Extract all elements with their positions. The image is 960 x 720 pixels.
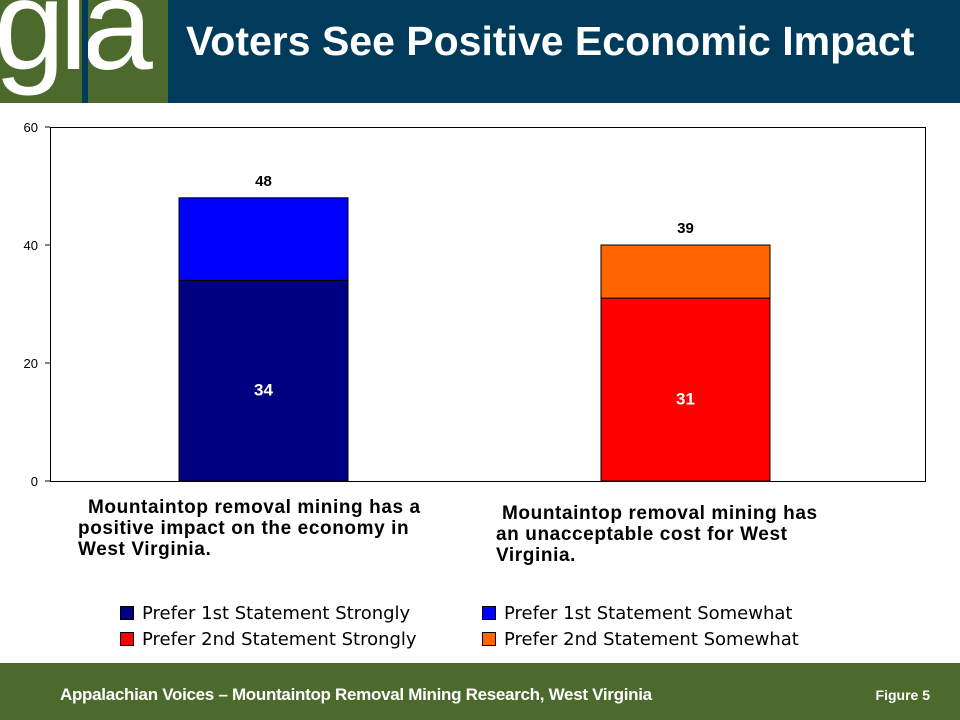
legend-label: Prefer 1st Statement Strongly [142,603,411,624]
bar-segment [178,197,349,281]
page-title: Voters See Positive Economic Impact [186,18,915,64]
legend-label: Prefer 1st Statement Somewhat [504,603,793,624]
y-tick-label: 60 [24,120,38,135]
y-tick-label: 40 [24,238,38,253]
total-label: 48 [255,173,272,190]
legend-label: Prefer 2nd Statement Somewhat [504,629,799,650]
legend-item-2nd-somewhat: Prefer 2nd Statement Somewhat [482,629,799,650]
y-tick-label: 0 [31,474,38,489]
bar-segment [600,297,771,482]
legend-item-1st-somewhat: Prefer 1st Statement Somewhat [482,603,792,624]
data-label: 34 [254,381,273,400]
y-tick-label: 20 [24,356,38,371]
total-label: 39 [677,220,694,237]
legend-swatch [120,632,134,646]
bar-segment [600,244,771,299]
category-label-1: Mountaintop removal mining has a positiv… [78,497,421,560]
footer-bar: Appalachian Voices – Mountaintop Removal… [0,663,960,720]
header-banner: gla Voters See Positive Economic Impact [0,0,960,103]
legend-swatch [120,606,134,620]
data-label: 31 [676,390,695,409]
bar-segment [178,279,349,482]
gla-logo: gla [0,0,168,103]
logo-text: gla [0,0,153,97]
legend-item-1st-strongly: Prefer 1st Statement Strongly [120,603,410,624]
legend-swatch [482,606,496,620]
legend-label: Prefer 2nd Statement Strongly [142,629,417,650]
figure-number: Figure 5 [875,687,930,703]
legend-swatch [482,632,496,646]
logo-divider [82,0,88,103]
category-label-2: Mountaintop removal mining has an unacce… [496,503,818,566]
legend-item-2nd-strongly: Prefer 2nd Statement Strongly [120,629,417,650]
footer-source: Appalachian Voices – Mountaintop Removal… [60,685,652,704]
